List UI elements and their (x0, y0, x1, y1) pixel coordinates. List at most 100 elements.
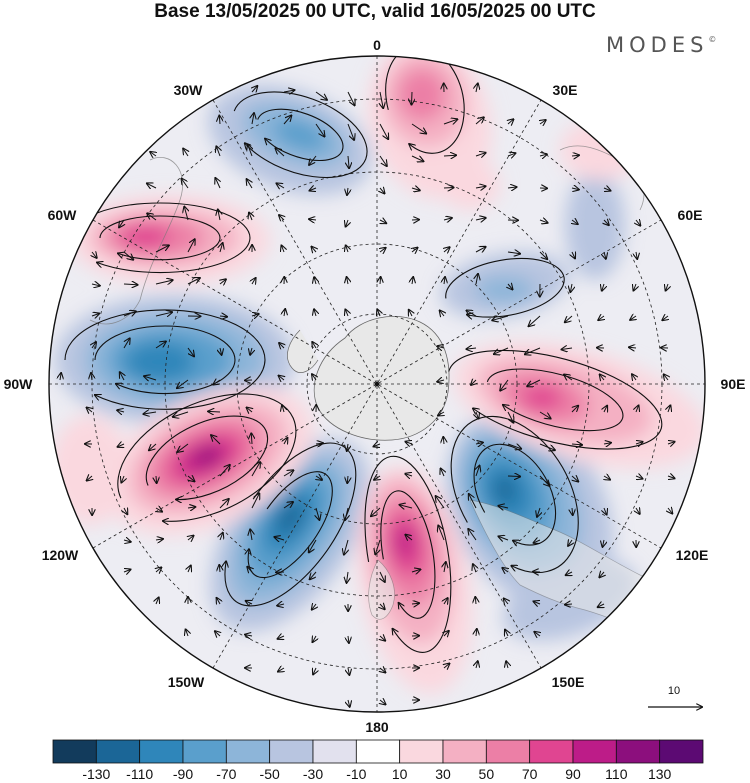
wind-vector (219, 316, 227, 317)
wind-vector (182, 179, 189, 189)
wind-vector (118, 444, 124, 447)
reference-vector-label: 10 (668, 685, 680, 697)
streamline (64, 309, 266, 410)
wind-vector (87, 408, 92, 413)
wind-vector (636, 476, 643, 479)
lon-label-30w: 30W (174, 82, 204, 98)
wind-vector (312, 374, 316, 380)
colorbar-tick-label: -10 (346, 766, 366, 782)
wind-vector (92, 342, 96, 348)
wind-vector (504, 599, 508, 605)
wind-vector (380, 91, 383, 108)
wind-vector (251, 462, 260, 477)
colorbar-tick-label: 70 (522, 766, 538, 782)
streamline (233, 91, 368, 179)
wind-vector (411, 188, 420, 190)
wind-vector (525, 347, 541, 354)
wind-vector (282, 405, 284, 413)
wind-vector (473, 564, 476, 573)
wind-vector (507, 153, 515, 156)
wind-vector (604, 476, 610, 480)
colorbar-swatch (399, 739, 444, 764)
wind-vector (507, 476, 520, 477)
graticule (49, 56, 705, 712)
wind-vector (437, 346, 445, 348)
colorbar-swatch (312, 739, 357, 764)
wind-vector (249, 213, 252, 221)
wind-vector (279, 343, 284, 348)
wind-vector (187, 239, 195, 253)
wind-streamlines (64, 56, 663, 653)
wind-vector (467, 348, 477, 349)
lon-label-150w: 150W (168, 674, 205, 690)
wind-vector (405, 474, 413, 476)
streamline (364, 455, 452, 653)
streamline (199, 442, 357, 607)
wind-vector (344, 539, 348, 555)
wind-vector (187, 507, 195, 508)
wind-vector (634, 284, 637, 291)
wind-vector (499, 536, 509, 540)
wind-vector (527, 379, 541, 386)
streamline (145, 415, 269, 517)
wind-vector (476, 84, 478, 93)
wind-vector (539, 411, 551, 419)
colorbar-swatch (52, 739, 97, 764)
colorbar-tick-label: -70 (216, 766, 236, 782)
streamline (385, 56, 465, 154)
wind-vector (156, 598, 159, 605)
wind-vector (664, 374, 668, 380)
wind-vector (476, 466, 480, 477)
lon-label-120w: 120W (42, 547, 79, 563)
wind-vector (283, 116, 291, 125)
wind-vector (438, 526, 445, 541)
colorbar-tick-label: 50 (479, 766, 495, 782)
wind-vector (251, 494, 259, 509)
wind-vector (178, 443, 189, 452)
map-title: Base 13/05/2025 00 UTC, valid 16/05/2025… (154, 1, 596, 22)
wind-vector (562, 348, 573, 350)
wind-vector (312, 604, 316, 610)
colorbar-tick-label: 10 (392, 766, 408, 782)
wind-vector (571, 188, 579, 190)
wind-vector (347, 571, 349, 583)
wind-vector (316, 476, 322, 480)
wind-vector (347, 91, 355, 105)
wind-vector (666, 284, 668, 291)
lon-label-0: 0 (373, 37, 381, 53)
wind-vector (177, 379, 189, 388)
wind-vector (534, 540, 540, 543)
wind-vector (539, 251, 547, 259)
wind-vector (247, 179, 252, 189)
wind-vector (123, 338, 130, 349)
wind-vector (380, 220, 386, 223)
colorbar-swatch (529, 739, 574, 764)
wind-vector (476, 629, 477, 637)
wind-vector (409, 310, 412, 316)
wind-vector (91, 314, 99, 317)
wind-vector (444, 598, 448, 604)
colorbar-swatch (95, 739, 141, 764)
wind-vector (279, 215, 284, 220)
wind-vector (534, 632, 540, 636)
wind-vector (124, 570, 131, 573)
wind-vector (316, 507, 319, 520)
wind-vector (155, 539, 163, 540)
colorbar-tick-label: -130 (82, 766, 110, 782)
wind-vector (283, 90, 294, 92)
wind-vector (155, 342, 166, 349)
wind-vector (444, 631, 449, 636)
wind-vector (348, 699, 350, 707)
wind-vector (405, 535, 413, 540)
wind-vector (219, 465, 230, 477)
wind-vector (279, 376, 284, 380)
wind-vector (277, 183, 285, 188)
wind-vector (187, 347, 194, 356)
wind-vector (123, 251, 133, 260)
wind-vector (566, 572, 572, 575)
wind-vector (347, 277, 348, 285)
wind-vector (219, 565, 220, 573)
wind-vector (629, 347, 637, 348)
streamline (232, 471, 333, 579)
wind-vector (668, 442, 675, 444)
